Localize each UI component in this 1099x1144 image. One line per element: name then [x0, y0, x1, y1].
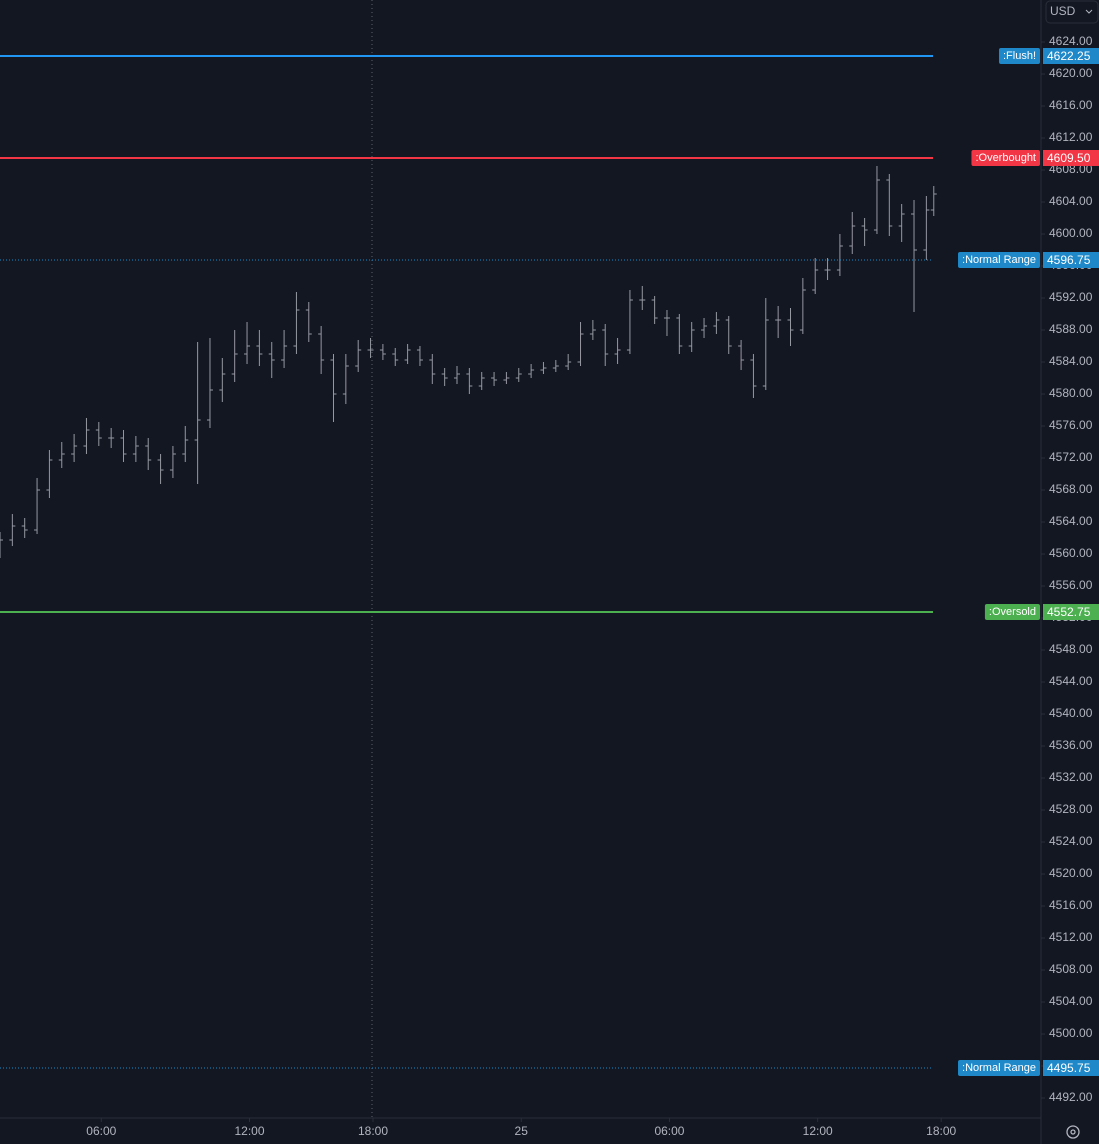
y-tick-label: 4576.00 [1049, 418, 1093, 432]
currency-chevron[interactable] [1085, 9, 1093, 14]
levels: 4622.25 :Flush! 4609.50 :Overbought 4596.75:… [0, 48, 1099, 1076]
y-tick-label: 4580.00 [1049, 386, 1093, 400]
level-value-label: 4622.25 [1047, 49, 1091, 63]
ticks: 4624.004620.004616.004612.004608.004604.… [86, 34, 1092, 1138]
y-tick-label: 4500.00 [1049, 1026, 1093, 1040]
level-value-box [1043, 48, 1099, 64]
y-tick-label: 4624.00 [1049, 34, 1093, 48]
y-tick-label: 4492.00 [1049, 1090, 1093, 1104]
x-tick-label: 18:00 [358, 1124, 388, 1138]
x-tick-label: 06:00 [654, 1124, 684, 1138]
y-tick-label: 4524.00 [1049, 834, 1093, 848]
y-tick-label: 4572.00 [1049, 450, 1093, 464]
y-tick-label: 4616.00 [1049, 98, 1093, 112]
level-name: :Overbought [975, 152, 1036, 164]
y-tick-label: 4612.00 [1049, 130, 1093, 144]
y-tick-label: 4560.00 [1049, 546, 1093, 560]
y-tick-label: 4536.00 [1049, 738, 1093, 752]
y-tick-label: 4516.00 [1049, 898, 1093, 912]
y-tick-label: 4604.00 [1049, 194, 1093, 208]
y-tick-label: 4504.00 [1049, 994, 1093, 1008]
level-value-box [1043, 252, 1099, 268]
currency-button[interactable] [1045, 0, 1099, 24]
y-tick-label: 4520.00 [1049, 866, 1093, 880]
x-tick-label: 25 [515, 1124, 529, 1138]
level-name-box [971, 150, 1040, 166]
level-value-label: 4552.75 [1047, 605, 1091, 619]
y-tick-label: 4544.00 [1049, 674, 1093, 688]
y-tick-label: 4528.00 [1049, 802, 1093, 816]
y-tick-label: 4532.00 [1049, 770, 1093, 784]
y-tick-label: 4556.00 [1049, 578, 1093, 592]
level-name: :Normal Range [962, 254, 1036, 266]
x-tick-label: 18:00 [926, 1124, 956, 1138]
level-name-box [998, 48, 1040, 64]
level-value-label: 4609.50 [1047, 151, 1091, 165]
settings-icon-center[interactable] [1070, 1129, 1076, 1135]
y-tick-label: 4592.00 [1049, 290, 1093, 304]
level-value-label: 4596.75 [1047, 253, 1091, 267]
x-tick-label: 12:00 [803, 1124, 833, 1138]
currency[interactable]: USD [1050, 4, 1076, 18]
bars [0, 166, 937, 558]
level-name-box [984, 604, 1040, 620]
level-value-box [1043, 150, 1099, 166]
y-tick-label: 4540.00 [1049, 706, 1093, 720]
level-value-box [1043, 1060, 1099, 1076]
y-tick-label: 4588.00 [1049, 322, 1093, 336]
level-name-box [958, 252, 1040, 268]
y-tick-label: 4584.00 [1049, 354, 1093, 368]
x-tick-label: 06:00 [86, 1124, 116, 1138]
y-tick-label: 4568.00 [1049, 482, 1093, 496]
level-value-box [1043, 604, 1099, 620]
level-name-box [958, 1060, 1040, 1076]
level-name: :Flush! [1003, 50, 1036, 62]
y-tick-label: 4508.00 [1049, 962, 1093, 976]
y-tick-label: 4548.00 [1049, 642, 1093, 656]
y-tick-label: 4564.00 [1049, 514, 1093, 528]
y-tick-label: 4600.00 [1049, 226, 1093, 240]
y-tick-label: 4620.00 [1049, 66, 1093, 80]
level-value-label: 4495.75 [1047, 1061, 1091, 1075]
settings-button[interactable] [1066, 1125, 1080, 1139]
settings-icon[interactable] [1066, 1125, 1080, 1139]
level-name: :Normal Range [962, 1062, 1036, 1074]
y-tick-label: 4512.00 [1049, 930, 1093, 944]
level-name: :Oversold [989, 606, 1036, 618]
x-tick-label: 12:00 [234, 1124, 264, 1138]
